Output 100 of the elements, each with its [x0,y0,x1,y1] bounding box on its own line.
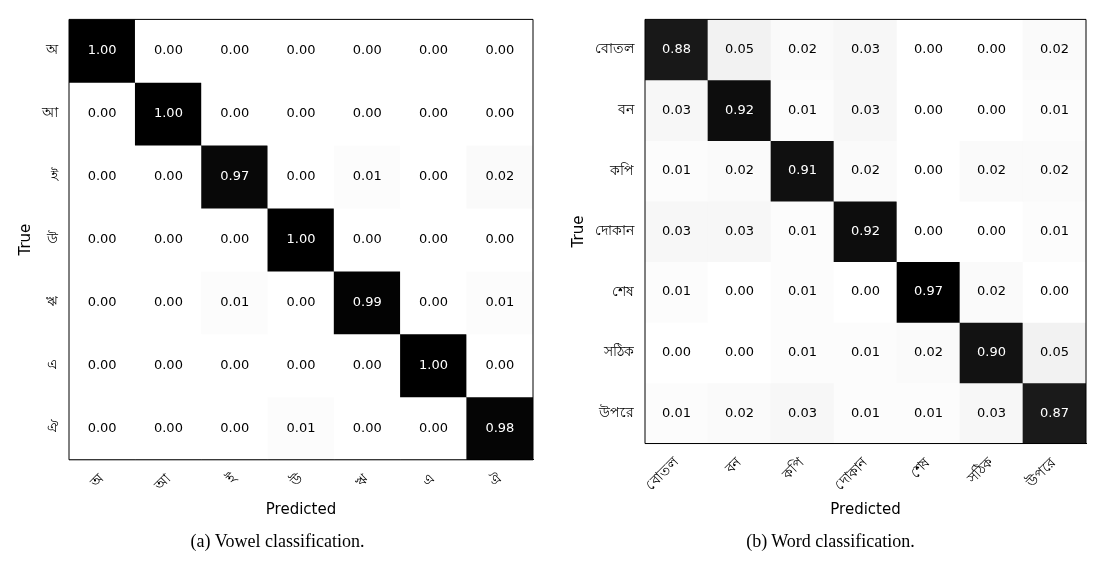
data-label: 0.01 [484,293,514,309]
x-tick-label: ঐ [484,469,505,490]
data-label: 0.00 [418,293,448,309]
data-label: 0.00 [418,42,448,58]
y-tick-label: দোকান [594,222,635,239]
data-label: 1.00 [87,42,117,58]
data-label: 0.03 [724,222,754,238]
x-tick-label: উ [285,469,306,490]
y-tick-label: ই [49,167,59,184]
data-label: 0.02 [976,162,1006,178]
data-label: 0.01 [850,344,880,360]
data-label: 0.00 [850,283,880,299]
data-label: 0.00 [286,293,315,309]
data-label: 0.00 [352,230,382,246]
data-label: 0.00 [418,230,448,246]
y-tick-label: এ [46,356,58,373]
data-label: 0.03 [661,101,691,117]
data-label: 0.00 [87,356,117,372]
data-label: 0.91 [787,162,817,178]
data-label: 0.02 [724,404,754,420]
data-label: 1.00 [418,356,448,372]
data-label: 0.00 [913,162,943,178]
data-label: 0.03 [850,101,880,117]
data-label: 0.97 [913,283,943,299]
x-tick-label: আ [149,469,174,494]
y-tick-label: শেষ [611,282,634,299]
data-label: 0.00 [153,419,183,435]
data-label: 0.88 [661,41,691,57]
data-label: 1.00 [153,105,183,121]
data-label: 0.00 [484,230,514,246]
data-label: 0.00 [286,42,315,58]
data-label: 0.01 [661,404,691,420]
data-label: 0.00 [87,293,117,309]
data-label: 0.01 [787,101,817,117]
data-label: 0.00 [87,105,117,121]
data-label: 0.00 [913,41,943,57]
data-label: 0.01 [661,283,691,299]
data-label: 0.01 [787,222,817,238]
data-label: 0.00 [219,105,249,121]
data-label: 0.00 [153,293,183,309]
data-label: 0.97 [219,168,249,184]
data-label: 0.92 [724,101,754,117]
data-label: 0.03 [787,404,817,420]
data-label: 0.02 [1039,41,1069,57]
data-label: 0.00 [1039,283,1069,299]
y-tick-label: বোতল [594,40,635,57]
y-tick-label: উপরে [597,403,634,420]
data-label: 0.00 [286,356,315,372]
data-label: 0.92 [850,222,880,238]
data-label: 0.02 [484,168,514,184]
data-label: 0.00 [352,42,382,58]
data-label: 0.03 [976,404,1006,420]
x-tick-label: ঋ [351,470,372,490]
data-label: 0.00 [87,230,117,246]
text: (b) Word classification. [746,531,915,552]
data-label: 0.02 [850,162,880,178]
data-label: 0.00 [418,168,448,184]
text: (a) Vowel classification. [190,531,365,552]
data-label: 0.00 [484,356,514,372]
data-label: 0.00 [153,42,183,58]
data-label: 0.05 [724,41,754,57]
data-label: 0.00 [418,419,448,435]
data-label: 0.00 [153,356,183,372]
data-label: 0.00 [153,230,183,246]
data-label: 0.02 [976,283,1006,299]
data-label: 0.01 [1039,101,1069,117]
data-label: 0.00 [976,222,1006,238]
data-label: 0.00 [352,419,382,435]
data-label: 0.00 [484,105,514,121]
data-label: 0.00 [724,283,754,299]
data-label: 0.01 [850,404,880,420]
data-label: 0.01 [787,344,817,360]
data-label: 0.00 [87,419,117,435]
data-label: 0.02 [1039,162,1069,178]
data-label: 0.00 [352,356,382,372]
x-tick-label: এ [418,470,438,490]
data-label: 0.87 [1039,404,1069,420]
data-label: 0.00 [352,105,382,121]
y-tick-label: কপি [608,161,634,178]
data-label: 0.98 [484,419,514,435]
data-label: 0.02 [913,344,943,360]
data-label: 0.00 [418,105,448,121]
data-label: 0.01 [286,419,315,435]
data-label: 0.03 [850,41,880,57]
x-axis-title: Predicted [829,499,901,518]
data-label: 0.00 [219,42,249,58]
data-label: 0.01 [352,168,382,184]
y-axis-title: True [568,215,587,249]
y-tick-label: অ [44,41,59,58]
data-label: 0.01 [219,293,249,309]
data-label: 0.00 [976,101,1006,117]
data-label: 0.00 [219,230,249,246]
y-tick-label: ঋ [45,293,58,310]
data-label: 0.99 [352,293,382,309]
data-label: 0.00 [219,419,249,435]
x-axis-title: Predicted [265,499,336,518]
data-label: 0.05 [1039,344,1069,360]
x-tick-label: ই [221,469,240,488]
x-tick-label: অ [85,469,108,491]
data-label: 0.01 [913,404,943,420]
